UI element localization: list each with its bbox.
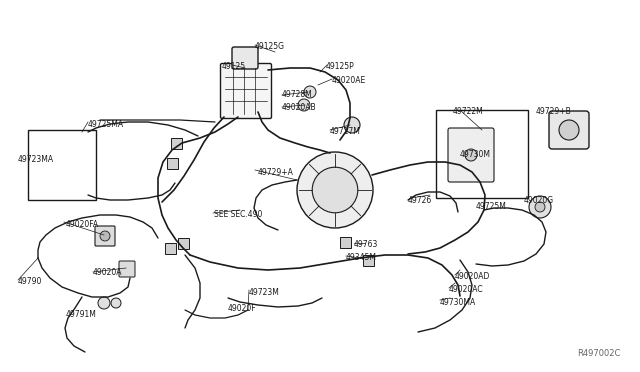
Text: 49020F: 49020F <box>228 304 257 313</box>
Bar <box>340 237 351 248</box>
Text: 49730MA: 49730MA <box>440 298 476 307</box>
Text: 49763: 49763 <box>354 240 378 249</box>
Text: 49726: 49726 <box>408 196 432 205</box>
Text: 49791M: 49791M <box>66 310 97 319</box>
Bar <box>171 138 182 149</box>
Circle shape <box>529 196 551 218</box>
Circle shape <box>297 152 373 228</box>
Text: 49790: 49790 <box>18 277 42 286</box>
Circle shape <box>111 298 121 308</box>
Text: 49020AD: 49020AD <box>455 272 490 281</box>
Text: 49125P: 49125P <box>326 62 355 71</box>
Text: SEE SEC.490: SEE SEC.490 <box>214 210 262 219</box>
Circle shape <box>98 297 110 309</box>
Circle shape <box>344 117 360 133</box>
Text: 49723MA: 49723MA <box>18 155 54 164</box>
Text: 49125: 49125 <box>222 62 246 71</box>
Text: 49020G: 49020G <box>524 196 554 205</box>
Bar <box>167 158 178 169</box>
Circle shape <box>304 86 316 98</box>
FancyBboxPatch shape <box>119 261 135 277</box>
FancyBboxPatch shape <box>448 128 494 182</box>
Bar <box>363 255 374 266</box>
Bar <box>436 110 528 198</box>
Circle shape <box>465 149 477 161</box>
Circle shape <box>535 202 545 212</box>
Text: 49717M: 49717M <box>330 127 361 136</box>
Text: 49722M: 49722M <box>453 107 484 116</box>
Text: 49020FA: 49020FA <box>66 220 99 229</box>
FancyBboxPatch shape <box>221 64 271 119</box>
Text: 49729+B: 49729+B <box>536 107 572 116</box>
Bar <box>165 243 176 254</box>
FancyBboxPatch shape <box>232 47 258 69</box>
Text: 49125G: 49125G <box>255 42 285 51</box>
FancyBboxPatch shape <box>95 226 115 246</box>
Text: 49020AE: 49020AE <box>332 76 366 85</box>
Text: 49345M: 49345M <box>346 253 377 262</box>
FancyBboxPatch shape <box>549 111 589 149</box>
Text: 49729+A: 49729+A <box>258 168 294 177</box>
Circle shape <box>559 120 579 140</box>
Circle shape <box>298 99 310 111</box>
Text: 49730M: 49730M <box>460 150 491 159</box>
Text: 49020AB: 49020AB <box>282 103 317 112</box>
Text: 49020A: 49020A <box>93 268 122 277</box>
Circle shape <box>312 167 358 213</box>
Text: 49020AC: 49020AC <box>449 285 484 294</box>
Bar <box>178 238 189 249</box>
Bar <box>28 130 96 200</box>
Text: 49725M: 49725M <box>476 202 507 211</box>
Text: 49725MA: 49725MA <box>88 120 124 129</box>
Text: 49728M: 49728M <box>282 90 313 99</box>
Text: R497002C: R497002C <box>577 349 620 358</box>
Text: 49723M: 49723M <box>249 288 280 297</box>
Circle shape <box>100 231 110 241</box>
